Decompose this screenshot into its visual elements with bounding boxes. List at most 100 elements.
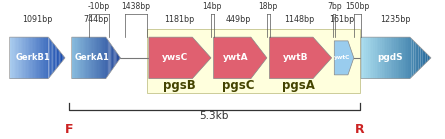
Polygon shape xyxy=(363,37,364,79)
Polygon shape xyxy=(106,37,107,79)
Polygon shape xyxy=(380,37,382,79)
Polygon shape xyxy=(421,48,422,68)
Polygon shape xyxy=(20,37,22,79)
Polygon shape xyxy=(382,37,384,79)
Text: R: R xyxy=(355,123,365,136)
Polygon shape xyxy=(98,37,100,79)
Text: pgsB: pgsB xyxy=(163,79,195,92)
Polygon shape xyxy=(73,37,74,79)
Polygon shape xyxy=(368,37,370,79)
Polygon shape xyxy=(77,37,78,79)
Polygon shape xyxy=(118,54,119,61)
Polygon shape xyxy=(50,39,51,77)
Text: pgsA: pgsA xyxy=(283,79,315,92)
Polygon shape xyxy=(334,41,354,75)
Text: pgdS: pgdS xyxy=(377,53,403,62)
Polygon shape xyxy=(111,44,112,72)
Polygon shape xyxy=(214,37,267,79)
Polygon shape xyxy=(54,44,55,72)
Polygon shape xyxy=(370,37,372,79)
Polygon shape xyxy=(79,37,80,79)
Polygon shape xyxy=(43,37,44,79)
Polygon shape xyxy=(64,56,65,60)
Polygon shape xyxy=(32,37,33,79)
Polygon shape xyxy=(412,39,413,77)
Polygon shape xyxy=(9,37,11,79)
Polygon shape xyxy=(113,48,114,68)
Text: 14bp: 14bp xyxy=(202,2,222,11)
Polygon shape xyxy=(29,37,30,79)
Polygon shape xyxy=(364,37,366,79)
Polygon shape xyxy=(372,37,373,79)
Polygon shape xyxy=(60,51,61,65)
Polygon shape xyxy=(33,37,35,79)
Polygon shape xyxy=(396,37,398,79)
Polygon shape xyxy=(89,37,90,79)
Text: 1148bp: 1148bp xyxy=(283,15,314,24)
Polygon shape xyxy=(384,37,385,79)
Polygon shape xyxy=(14,37,15,79)
Polygon shape xyxy=(53,42,54,73)
Text: 150bp: 150bp xyxy=(345,2,369,11)
Polygon shape xyxy=(387,37,389,79)
Polygon shape xyxy=(85,37,86,79)
Polygon shape xyxy=(428,54,429,61)
Polygon shape xyxy=(25,37,26,79)
Polygon shape xyxy=(376,37,378,79)
Text: ywtB: ywtB xyxy=(283,53,308,62)
Polygon shape xyxy=(15,37,16,79)
Polygon shape xyxy=(97,37,98,79)
Text: 18bp: 18bp xyxy=(259,2,278,11)
Polygon shape xyxy=(373,37,375,79)
Polygon shape xyxy=(112,46,113,70)
Polygon shape xyxy=(108,41,109,75)
Text: 1181bp: 1181bp xyxy=(164,15,194,24)
Text: GerkA1: GerkA1 xyxy=(75,53,109,62)
Polygon shape xyxy=(86,37,88,79)
Polygon shape xyxy=(88,37,89,79)
Polygon shape xyxy=(41,37,43,79)
Polygon shape xyxy=(26,37,28,79)
Polygon shape xyxy=(413,41,415,75)
Text: 744bp: 744bp xyxy=(84,15,109,24)
Polygon shape xyxy=(39,37,40,79)
Polygon shape xyxy=(95,37,96,79)
Polygon shape xyxy=(102,37,103,79)
Polygon shape xyxy=(51,41,53,75)
Text: GerkB1: GerkB1 xyxy=(16,53,50,62)
Polygon shape xyxy=(270,37,332,79)
Polygon shape xyxy=(408,37,410,79)
Polygon shape xyxy=(389,37,391,79)
Polygon shape xyxy=(419,46,421,70)
Polygon shape xyxy=(424,51,426,65)
Polygon shape xyxy=(24,37,25,79)
Text: pgsC: pgsC xyxy=(222,79,255,92)
Polygon shape xyxy=(101,37,102,79)
Text: 5.3kb: 5.3kb xyxy=(199,111,228,121)
Polygon shape xyxy=(429,56,431,60)
Polygon shape xyxy=(361,37,363,79)
Text: F: F xyxy=(65,123,74,136)
Polygon shape xyxy=(107,39,108,77)
Polygon shape xyxy=(16,37,18,79)
Polygon shape xyxy=(84,37,85,79)
Polygon shape xyxy=(109,42,111,73)
Polygon shape xyxy=(415,42,417,73)
Text: -10bp: -10bp xyxy=(88,2,110,11)
Polygon shape xyxy=(30,37,32,79)
Text: 161bp: 161bp xyxy=(329,15,354,24)
Polygon shape xyxy=(105,37,106,79)
Polygon shape xyxy=(422,49,424,66)
Polygon shape xyxy=(78,37,79,79)
Polygon shape xyxy=(100,37,101,79)
Text: ywtA: ywtA xyxy=(223,53,249,62)
Polygon shape xyxy=(403,37,405,79)
Polygon shape xyxy=(116,51,117,65)
Polygon shape xyxy=(47,37,49,79)
Polygon shape xyxy=(93,37,95,79)
Polygon shape xyxy=(405,37,406,79)
Polygon shape xyxy=(18,37,19,79)
Polygon shape xyxy=(103,37,105,79)
Polygon shape xyxy=(149,37,211,79)
Text: 1438bp: 1438bp xyxy=(121,2,150,11)
